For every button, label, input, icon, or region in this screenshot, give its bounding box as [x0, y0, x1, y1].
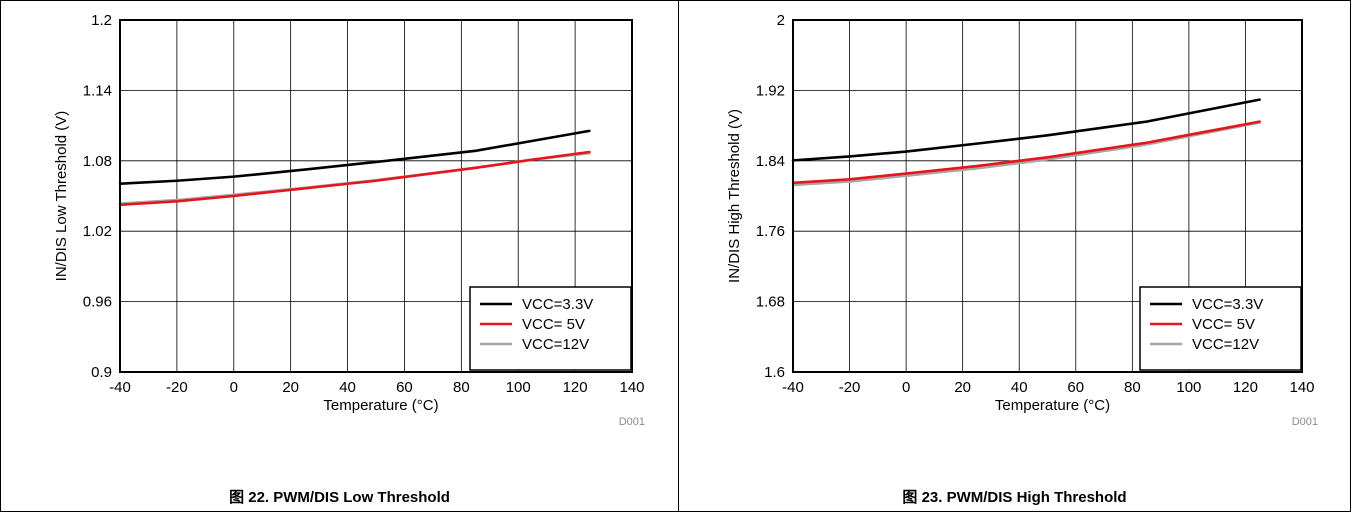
- x-tick-label: 80: [453, 379, 470, 396]
- y-tick-label: 1.76: [756, 223, 785, 240]
- legend-label: VCC=3.3V: [522, 296, 593, 313]
- x-tick-label: 0: [230, 379, 238, 396]
- y-tick-label: 0.96: [83, 294, 112, 311]
- x-tick-label: -20: [839, 379, 861, 396]
- x-tick-label: 20: [954, 379, 971, 396]
- x-tick-label: 20: [282, 379, 299, 396]
- x-tick-label: 140: [1289, 379, 1314, 396]
- x-tick-label: 0: [902, 379, 910, 396]
- high-threshold-chart: -40 -20 0 20 40 60 80 100 120 140 1.6 1.68 1.76 1.84 1…: [726, 12, 1318, 428]
- series-line-vcc-3-3v: [791, 98, 1261, 162]
- y-tick-label: 2: [777, 12, 785, 29]
- x-axis-label: Temperature (°C): [995, 397, 1110, 414]
- y-axis-label: IN/DIS High Threshold (V): [726, 109, 743, 283]
- plot-area-border: [792, 19, 1303, 373]
- legend-label: VCC=12V: [1192, 336, 1259, 353]
- y-tick-label: 1.68: [756, 294, 785, 311]
- series-line-vcc-5v: [118, 150, 591, 207]
- y-tick-label: 1.14: [83, 82, 112, 99]
- figure-id-label: D001: [619, 416, 645, 428]
- legend-label: VCC= 5V: [522, 316, 585, 333]
- y-tick-label: 1.84: [756, 153, 785, 170]
- x-tick-label: 100: [1176, 379, 1201, 396]
- y-tick-label: 1.08: [83, 153, 112, 170]
- series-line-vcc-12v: [791, 121, 1261, 187]
- x-tick-label: 140: [619, 379, 644, 396]
- y-axis-label: IN/DIS Low Threshold (V): [53, 111, 70, 282]
- y-tick-label: 0.9: [91, 364, 112, 381]
- legend-label: VCC=12V: [522, 336, 589, 353]
- x-axis-label: Temperature (°C): [323, 397, 438, 414]
- y-tick-label: 1.2: [91, 12, 112, 29]
- x-tick-label: 120: [1233, 379, 1258, 396]
- x-tick-label: -40: [782, 379, 804, 396]
- x-tick-label: 40: [339, 379, 356, 396]
- x-tick-label: 80: [1124, 379, 1141, 396]
- figure-id-label: D001: [1292, 416, 1318, 428]
- legend-label: VCC= 5V: [1192, 316, 1255, 333]
- x-tick-label: 60: [1067, 379, 1084, 396]
- x-tick-label: 40: [1011, 379, 1028, 396]
- y-tick-label: 1.6: [764, 364, 785, 381]
- x-tick-label: -40: [109, 379, 131, 396]
- figure-caption-left: 图 22. PWM/DIS Low Threshold: [229, 489, 450, 506]
- series-line-vcc-3-3v: [118, 129, 591, 185]
- x-tick-label: -20: [166, 379, 188, 396]
- legend-box: [1139, 286, 1302, 371]
- legend-label: VCC=3.3V: [1192, 296, 1263, 313]
- figure-caption-right: 图 23. PWM/DIS High Threshold: [902, 489, 1127, 506]
- x-tick-label: 120: [563, 379, 588, 396]
- x-tick-label: 60: [396, 379, 413, 396]
- low-threshold-chart: -40 -20 0 20 40 60 80 100 120 140 0.9 0.96 1.02 1.08 1…: [53, 12, 645, 428]
- series-line-vcc-5v: [791, 120, 1261, 185]
- legend-box: [469, 286, 632, 371]
- plot-area-border: [119, 19, 633, 373]
- y-tick-label: 1.02: [83, 223, 112, 240]
- y-tick-label: 1.92: [756, 82, 785, 99]
- x-tick-label: 100: [506, 379, 531, 396]
